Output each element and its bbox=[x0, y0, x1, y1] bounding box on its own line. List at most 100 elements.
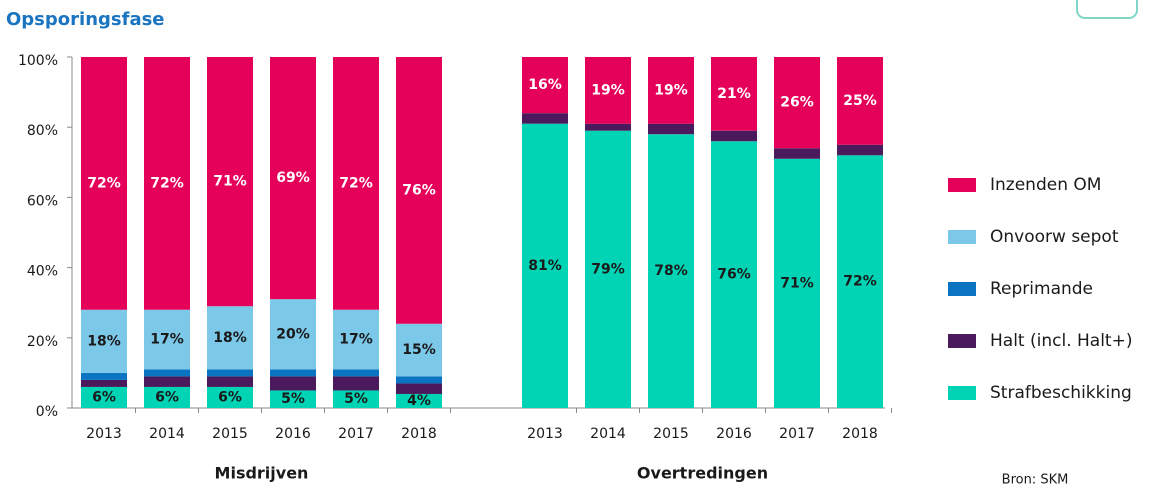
bar-segment bbox=[333, 390, 379, 408]
value-label: 72% bbox=[87, 175, 121, 191]
legend-swatch bbox=[948, 178, 976, 192]
y-tick-label: 20% bbox=[27, 334, 58, 350]
bar-segment bbox=[333, 309, 379, 370]
bar-segment bbox=[711, 57, 757, 131]
bar-segment bbox=[144, 57, 190, 310]
x-tick-label: 2015 bbox=[212, 426, 248, 442]
y-tick-label: 80% bbox=[27, 123, 58, 139]
bar-segment bbox=[711, 141, 757, 409]
legend-swatch bbox=[948, 230, 976, 244]
y-tick-label: 100% bbox=[18, 53, 58, 69]
legend-swatch bbox=[948, 282, 976, 296]
bar-segment bbox=[522, 123, 568, 408]
bar-segment bbox=[270, 299, 316, 370]
bar-segment bbox=[396, 376, 442, 384]
bar-segment bbox=[648, 134, 694, 408]
value-label: 72% bbox=[150, 175, 184, 191]
x-tick-label: 2014 bbox=[590, 426, 626, 442]
bar-segment bbox=[81, 379, 127, 387]
value-label: 5% bbox=[344, 391, 368, 407]
bar-segment bbox=[333, 376, 379, 391]
bar-segment bbox=[207, 57, 253, 307]
bar-segment bbox=[396, 57, 442, 324]
x-tick-label: 2017 bbox=[338, 426, 374, 442]
value-label: 26% bbox=[780, 95, 814, 111]
value-label: 71% bbox=[213, 174, 247, 190]
bar-segment bbox=[81, 372, 127, 380]
bar-segment bbox=[396, 383, 442, 394]
legend-label: Onvoorw sepot bbox=[990, 227, 1119, 247]
y-tick-label: 0% bbox=[36, 404, 58, 420]
legend-label: Inzenden OM bbox=[990, 175, 1101, 195]
bar-segment bbox=[648, 57, 694, 124]
y-tick-label: 60% bbox=[27, 193, 58, 209]
bar-segment bbox=[207, 376, 253, 387]
x-tick-label: 2014 bbox=[149, 426, 185, 442]
x-tick-label: 2017 bbox=[779, 426, 815, 442]
logo bbox=[1076, 0, 1138, 19]
value-label: 72% bbox=[843, 274, 877, 290]
group-label: Misdrijven bbox=[215, 464, 309, 483]
value-label: 71% bbox=[780, 275, 814, 291]
x-tick-label: 2018 bbox=[401, 426, 437, 442]
bar-segment bbox=[270, 369, 316, 377]
bar-segment bbox=[270, 57, 316, 300]
value-label: 17% bbox=[339, 332, 373, 348]
bar-segment bbox=[333, 57, 379, 310]
bar-segment bbox=[81, 309, 127, 373]
value-label: 69% bbox=[276, 170, 310, 186]
chart-title: Opsporingsfase bbox=[6, 9, 165, 30]
bar-segment bbox=[81, 386, 127, 408]
bar-segment bbox=[207, 306, 253, 370]
bar-segment bbox=[837, 57, 883, 145]
group-label: Overtredingen bbox=[637, 464, 768, 483]
bar-segment bbox=[585, 57, 631, 124]
value-label: 20% bbox=[276, 326, 310, 342]
bar-segment bbox=[396, 393, 442, 408]
value-label: 76% bbox=[717, 267, 751, 283]
bar-segment bbox=[144, 369, 190, 377]
x-tick-label: 2018 bbox=[842, 426, 878, 442]
value-label: 76% bbox=[402, 182, 436, 198]
bar-segment bbox=[585, 123, 631, 131]
legend-swatch bbox=[948, 386, 976, 400]
x-tick-label: 2016 bbox=[275, 426, 311, 442]
bar-segment bbox=[585, 130, 631, 408]
value-label: 19% bbox=[654, 82, 688, 98]
x-tick-label: 2013 bbox=[527, 426, 563, 442]
bar-segment bbox=[207, 369, 253, 377]
bar-segment bbox=[270, 390, 316, 408]
bar-segment bbox=[144, 376, 190, 387]
bar-segment bbox=[837, 155, 883, 408]
value-label: 18% bbox=[213, 330, 247, 346]
legend-label: Halt (incl. Halt+) bbox=[990, 331, 1132, 351]
bar-segment bbox=[396, 323, 442, 377]
value-label: 5% bbox=[281, 391, 305, 407]
bar-segment bbox=[522, 57, 568, 114]
value-label: 72% bbox=[339, 175, 373, 191]
value-label: 78% bbox=[654, 263, 688, 279]
bar-segment bbox=[837, 144, 883, 156]
legend-label: Reprimande bbox=[990, 279, 1093, 299]
value-label: 79% bbox=[591, 261, 625, 277]
x-tick-label: 2016 bbox=[716, 426, 752, 442]
value-label: 18% bbox=[87, 333, 121, 349]
legend-label: Strafbeschikking bbox=[990, 383, 1132, 403]
bar-segment bbox=[81, 57, 127, 310]
bar-segment bbox=[270, 376, 316, 391]
value-label: 6% bbox=[92, 389, 116, 405]
bar-segment bbox=[333, 369, 379, 377]
bar-segment bbox=[144, 386, 190, 408]
value-label: 6% bbox=[155, 389, 179, 405]
legend-swatch bbox=[948, 334, 976, 348]
x-tick-label: 2013 bbox=[86, 426, 122, 442]
y-tick-label: 40% bbox=[27, 264, 58, 280]
value-label: 16% bbox=[528, 77, 562, 93]
bar-segment bbox=[711, 130, 757, 142]
value-label: 17% bbox=[150, 332, 184, 348]
bar-segment bbox=[144, 309, 190, 370]
value-label: 21% bbox=[717, 86, 751, 102]
x-tick-label: 2015 bbox=[653, 426, 689, 442]
value-label: 15% bbox=[402, 342, 436, 358]
